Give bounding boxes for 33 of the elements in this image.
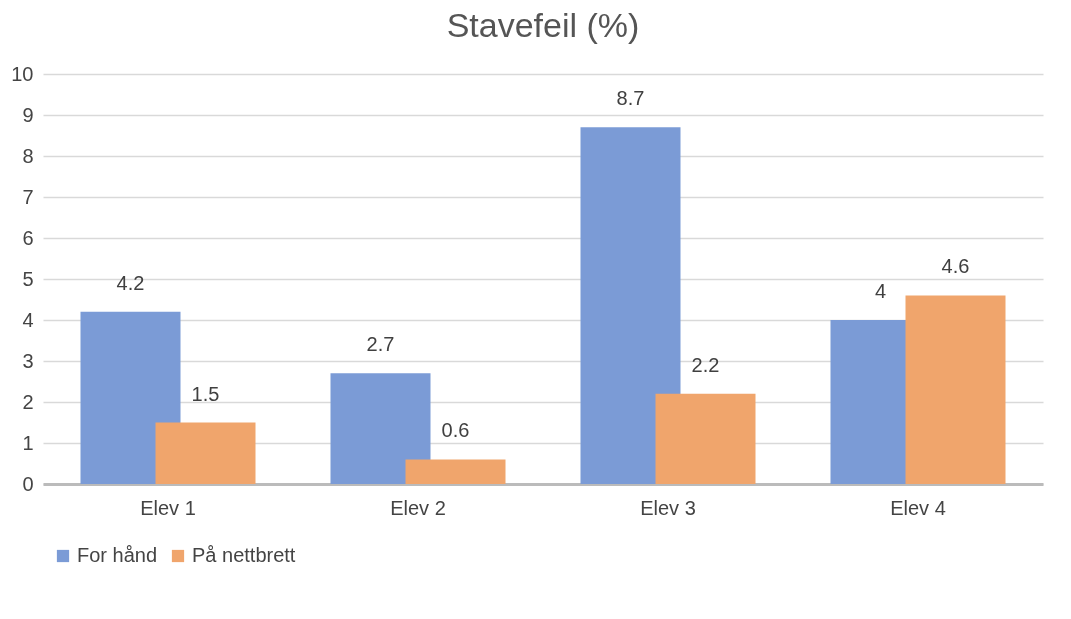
- bar: [655, 393, 756, 484]
- y-tick-label: 4: [22, 308, 34, 331]
- y-tick-label: 6: [22, 226, 34, 249]
- y-tick-label: 2: [22, 390, 34, 413]
- x-tick-label: Elev 4: [890, 496, 946, 519]
- bar: [580, 127, 681, 484]
- bar: [405, 459, 506, 484]
- bar: [80, 311, 181, 484]
- bar: [905, 295, 1006, 484]
- bar: [330, 373, 431, 484]
- data-label: 2.7: [366, 333, 395, 356]
- data-label: 0.6: [441, 419, 470, 442]
- y-tick-label: 3: [22, 349, 34, 372]
- y-tick-label: 8: [22, 144, 34, 167]
- y-tick-label: 7: [22, 185, 34, 208]
- data-label: 8.7: [616, 87, 645, 110]
- data-label: 1.5: [191, 382, 220, 405]
- legend-label: På nettbrett: [192, 544, 296, 566]
- y-tick-label: 10: [11, 62, 34, 85]
- x-tick-label: Elev 2: [390, 496, 446, 519]
- y-tick-label: 1: [22, 431, 34, 454]
- y-tick-label: 5: [22, 267, 34, 290]
- chart-title: Stavefeil (%): [446, 6, 640, 44]
- x-tick-label: Elev 3: [640, 496, 696, 519]
- data-label: 4: [874, 280, 887, 302]
- legend-label: For hånd: [77, 544, 158, 566]
- data-label: 4.2: [116, 271, 145, 294]
- data-label: 2.2: [691, 353, 720, 376]
- y-tick-label: 9: [22, 103, 34, 126]
- y-tick-label: 0: [22, 472, 34, 495]
- data-label: 4.6: [941, 255, 970, 278]
- bar: [155, 422, 256, 484]
- x-tick-label: Elev 1: [140, 496, 196, 519]
